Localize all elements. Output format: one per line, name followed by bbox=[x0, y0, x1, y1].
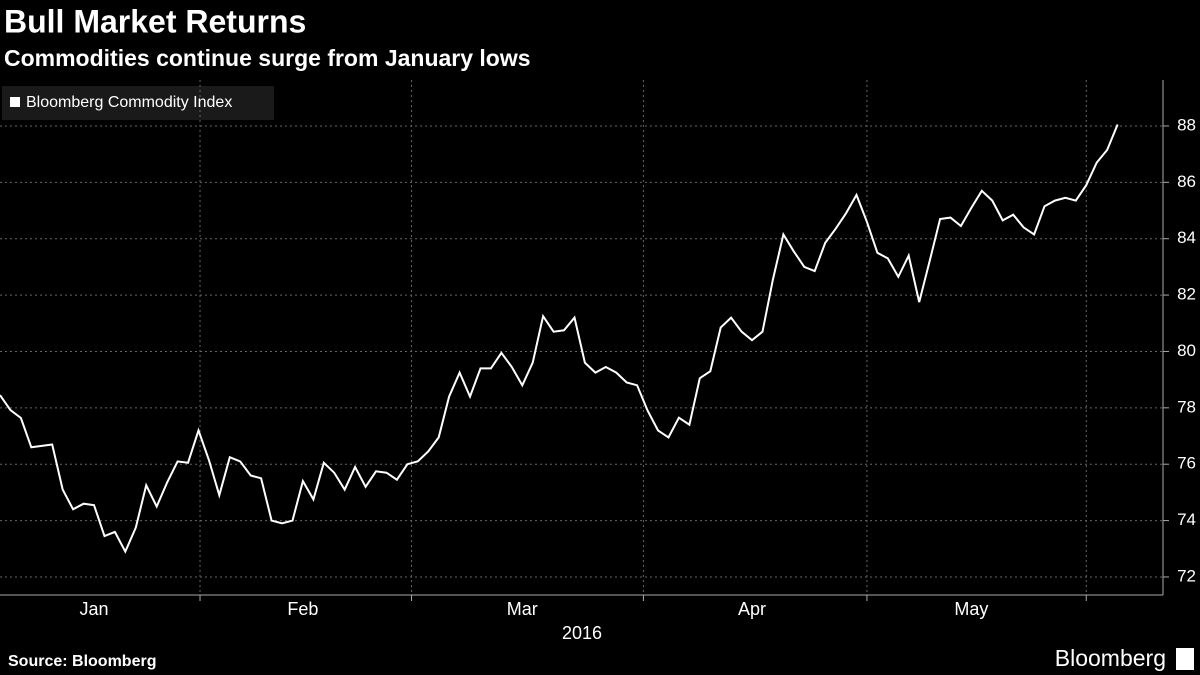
x-tick-label: Feb bbox=[287, 599, 318, 619]
y-tick-label: 74 bbox=[1177, 510, 1196, 529]
brand: Bloomberg bbox=[1055, 645, 1166, 671]
brand-icon bbox=[1176, 648, 1194, 670]
source: Source: Bloomberg bbox=[8, 653, 156, 670]
y-tick-label: 84 bbox=[1177, 228, 1196, 247]
chart-title: Bull Market Returns bbox=[4, 3, 306, 39]
y-tick-label: 86 bbox=[1177, 172, 1196, 191]
y-tick-label: 80 bbox=[1177, 341, 1196, 360]
chart-subtitle: Commodities continue surge from January … bbox=[4, 45, 531, 71]
y-tick-label: 82 bbox=[1177, 285, 1196, 304]
x-tick-label: Apr bbox=[738, 599, 766, 619]
line bbox=[0, 124, 1119, 554]
legend-box bbox=[2, 86, 274, 120]
x-tick-label: Mar bbox=[507, 599, 538, 619]
legend-label: Bloomberg Commodity Index bbox=[26, 94, 232, 111]
y-tick-label: 78 bbox=[1177, 397, 1196, 416]
y-tick-label: 76 bbox=[1177, 454, 1196, 473]
legend-swatch bbox=[10, 97, 20, 107]
x-axis-label: 2016 bbox=[562, 623, 602, 643]
x-tick-label: Jan bbox=[79, 599, 108, 619]
y-tick-label: 72 bbox=[1177, 566, 1196, 585]
x-tick-label: May bbox=[954, 599, 988, 619]
y-tick-label: 88 bbox=[1177, 115, 1196, 134]
